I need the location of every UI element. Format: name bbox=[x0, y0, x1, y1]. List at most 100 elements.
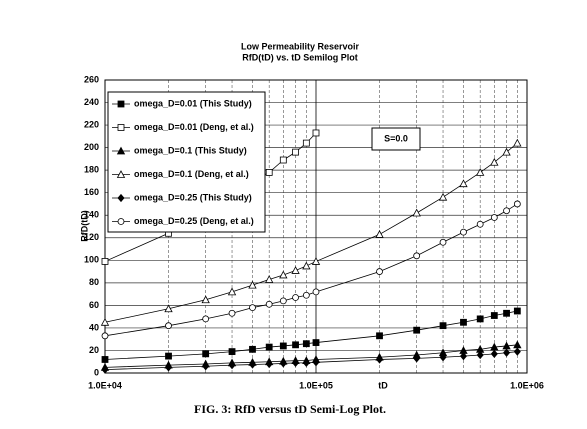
legend-label: omega_D=0.01 (Deng, et al.) bbox=[134, 122, 254, 132]
y-tick-label: 140 bbox=[84, 210, 99, 220]
marker bbox=[459, 179, 468, 188]
marker bbox=[165, 322, 172, 330]
marker bbox=[459, 351, 468, 361]
annotation-box bbox=[371, 127, 421, 151]
series-line bbox=[104, 310, 518, 360]
marker bbox=[375, 230, 384, 238]
legend-marker bbox=[117, 193, 125, 203]
marker bbox=[249, 345, 256, 353]
y-tick-label: 80 bbox=[89, 277, 99, 287]
marker bbox=[164, 304, 173, 313]
marker bbox=[201, 295, 210, 304]
marker bbox=[376, 268, 383, 275]
legend-marker bbox=[117, 218, 125, 225]
marker bbox=[292, 148, 299, 156]
x-axis-label: tD bbox=[378, 380, 388, 390]
marker bbox=[502, 147, 511, 156]
marker bbox=[101, 356, 109, 363]
marker bbox=[490, 157, 499, 166]
x-tick-label: 1.0E+06 bbox=[510, 380, 544, 390]
marker bbox=[513, 200, 521, 208]
marker bbox=[302, 261, 311, 270]
y-tick-label: 260 bbox=[84, 74, 99, 84]
legend-marker bbox=[116, 146, 126, 155]
marker bbox=[460, 318, 467, 326]
marker bbox=[439, 353, 447, 362]
marker bbox=[265, 300, 273, 308]
y-tick-label: 20 bbox=[89, 345, 99, 355]
marker bbox=[291, 266, 300, 274]
y-tick-label: 100 bbox=[84, 255, 99, 265]
marker bbox=[227, 287, 237, 296]
series-line bbox=[104, 344, 518, 368]
marker bbox=[228, 309, 236, 317]
legend-marker bbox=[117, 100, 125, 108]
marker bbox=[164, 363, 173, 372]
marker bbox=[513, 307, 521, 315]
marker bbox=[202, 315, 210, 323]
marker bbox=[302, 291, 310, 299]
marker bbox=[413, 252, 421, 260]
marker bbox=[202, 362, 210, 371]
marker bbox=[513, 347, 521, 356]
marker bbox=[312, 288, 320, 296]
marker bbox=[100, 317, 110, 326]
marker bbox=[279, 156, 287, 164]
marker bbox=[476, 350, 484, 360]
marker bbox=[165, 352, 172, 360]
legend-label: omega_D=0.25 (This Study) bbox=[134, 192, 252, 202]
marker bbox=[312, 129, 320, 137]
marker bbox=[513, 138, 522, 147]
legend-label: omega_D=0.25 (Deng, et al.) bbox=[134, 216, 254, 226]
marker bbox=[302, 340, 310, 348]
y-tick-label: 220 bbox=[84, 119, 99, 129]
marker bbox=[101, 332, 109, 340]
x-tick-label: 1.0E+05 bbox=[299, 380, 333, 390]
marker bbox=[228, 348, 236, 355]
legend-marker bbox=[116, 170, 126, 178]
marker bbox=[375, 355, 384, 364]
legend-label: omega_D=0.1 (This Study) bbox=[134, 145, 247, 155]
marker bbox=[412, 208, 421, 217]
y-tick-label: 0 bbox=[94, 367, 99, 377]
marker bbox=[279, 270, 288, 279]
marker bbox=[265, 359, 273, 369]
marker bbox=[248, 280, 257, 289]
marker bbox=[376, 332, 383, 340]
y-tick-label: 180 bbox=[84, 165, 99, 175]
marker bbox=[312, 358, 320, 367]
marker bbox=[279, 297, 287, 305]
x-tick-label: 1.0E+04 bbox=[88, 380, 122, 390]
marker bbox=[476, 168, 485, 176]
marker bbox=[503, 207, 510, 215]
marker bbox=[101, 258, 109, 265]
marker bbox=[101, 365, 109, 374]
marker bbox=[460, 228, 467, 236]
marker bbox=[503, 309, 510, 317]
marker bbox=[228, 360, 236, 370]
marker bbox=[490, 312, 498, 319]
marker bbox=[503, 348, 511, 357]
marker bbox=[513, 340, 522, 349]
marker bbox=[265, 343, 273, 351]
chart-subtitle: RfD(tD) vs. tD Semilog Plot bbox=[242, 52, 358, 62]
chart-title: Low Permeability Reservoir bbox=[241, 41, 360, 51]
y-axis-label: RfD(tD) bbox=[79, 210, 89, 242]
legend-label: omega_D=0.01 (This Study) bbox=[134, 98, 252, 108]
y-tick-label: 200 bbox=[84, 142, 99, 152]
marker bbox=[438, 192, 448, 201]
marker bbox=[413, 354, 421, 363]
y-tick-label: 40 bbox=[89, 322, 99, 332]
y-tick-label: 160 bbox=[84, 187, 99, 197]
marker bbox=[279, 359, 287, 368]
marker bbox=[292, 341, 299, 349]
marker bbox=[265, 169, 273, 176]
marker bbox=[248, 360, 257, 369]
legend-marker bbox=[117, 124, 125, 131]
marker bbox=[490, 349, 498, 358]
y-tick-label: 60 bbox=[89, 300, 99, 310]
marker bbox=[302, 139, 310, 147]
marker bbox=[265, 275, 274, 283]
marker bbox=[413, 326, 421, 334]
caption: FIG. 3: RfD versus tD Semi-Log Plot. bbox=[194, 402, 386, 416]
